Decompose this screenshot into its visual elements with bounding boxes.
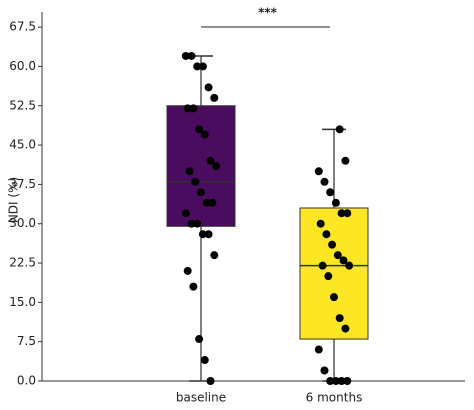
data-point [328, 240, 337, 249]
data-point [193, 219, 202, 228]
data-point [322, 230, 331, 239]
data-point [341, 156, 350, 165]
data-point [324, 272, 333, 281]
data-point [183, 266, 192, 275]
data-point [181, 51, 190, 60]
data-point [335, 314, 344, 323]
data-point [204, 230, 213, 239]
data-point [206, 377, 215, 385]
y-tick-label: 60.0 [9, 59, 36, 73]
data-point [326, 377, 335, 385]
data-point [197, 188, 205, 197]
y-tick-label: 30.0 [9, 216, 36, 230]
data-point [314, 167, 323, 176]
data-point [320, 177, 329, 186]
data-point [181, 209, 190, 218]
data-point [316, 219, 325, 228]
data-point [210, 251, 219, 260]
data-point [191, 177, 200, 186]
data-point [343, 377, 352, 385]
y-axis-label: NDI (%) [7, 177, 21, 223]
data-point [189, 282, 198, 291]
data-point [200, 356, 209, 365]
y-tick-label: 7.5 [17, 334, 36, 348]
data-point [326, 188, 335, 197]
x-tick-label: 6 months [306, 391, 363, 405]
data-point [187, 51, 196, 60]
data-point [318, 261, 327, 270]
x-tick-label: baseline [176, 391, 226, 405]
significance-label: *** [258, 6, 278, 20]
y-tick-label: 37.5 [9, 177, 36, 191]
data-point [331, 377, 340, 385]
data-point [193, 62, 202, 71]
box [299, 207, 369, 340]
data-point [206, 156, 215, 165]
data-point [341, 324, 350, 333]
data-point [320, 366, 329, 375]
data-point [202, 198, 211, 207]
y-tick-label: 22.5 [9, 256, 36, 270]
data-point [198, 230, 207, 239]
y-tick-label: 67.5 [9, 20, 36, 34]
data-point [314, 345, 323, 354]
y-tick-label: 15.0 [9, 295, 36, 309]
data-point [195, 125, 204, 134]
data-point [185, 167, 194, 176]
data-point [183, 104, 192, 113]
data-point [187, 219, 196, 228]
data-point [198, 62, 207, 71]
y-tick-label: 52.5 [9, 98, 36, 112]
data-point [200, 130, 209, 139]
data-point [195, 335, 204, 344]
data-point [331, 198, 340, 207]
data-point [339, 256, 348, 265]
y-tick-label: 45.0 [9, 138, 36, 152]
data-point [337, 209, 346, 218]
data-point [189, 104, 198, 113]
data-point [330, 293, 338, 302]
data-point [337, 377, 346, 385]
data-point [345, 261, 354, 270]
data-point [212, 162, 221, 171]
data-point [335, 125, 344, 134]
data-point [208, 198, 217, 207]
y-tick-label: 0.0 [17, 374, 36, 388]
data-point [343, 209, 352, 218]
data-point [210, 93, 219, 102]
box [166, 105, 236, 227]
data-point [333, 251, 342, 260]
data-point [204, 83, 213, 92]
